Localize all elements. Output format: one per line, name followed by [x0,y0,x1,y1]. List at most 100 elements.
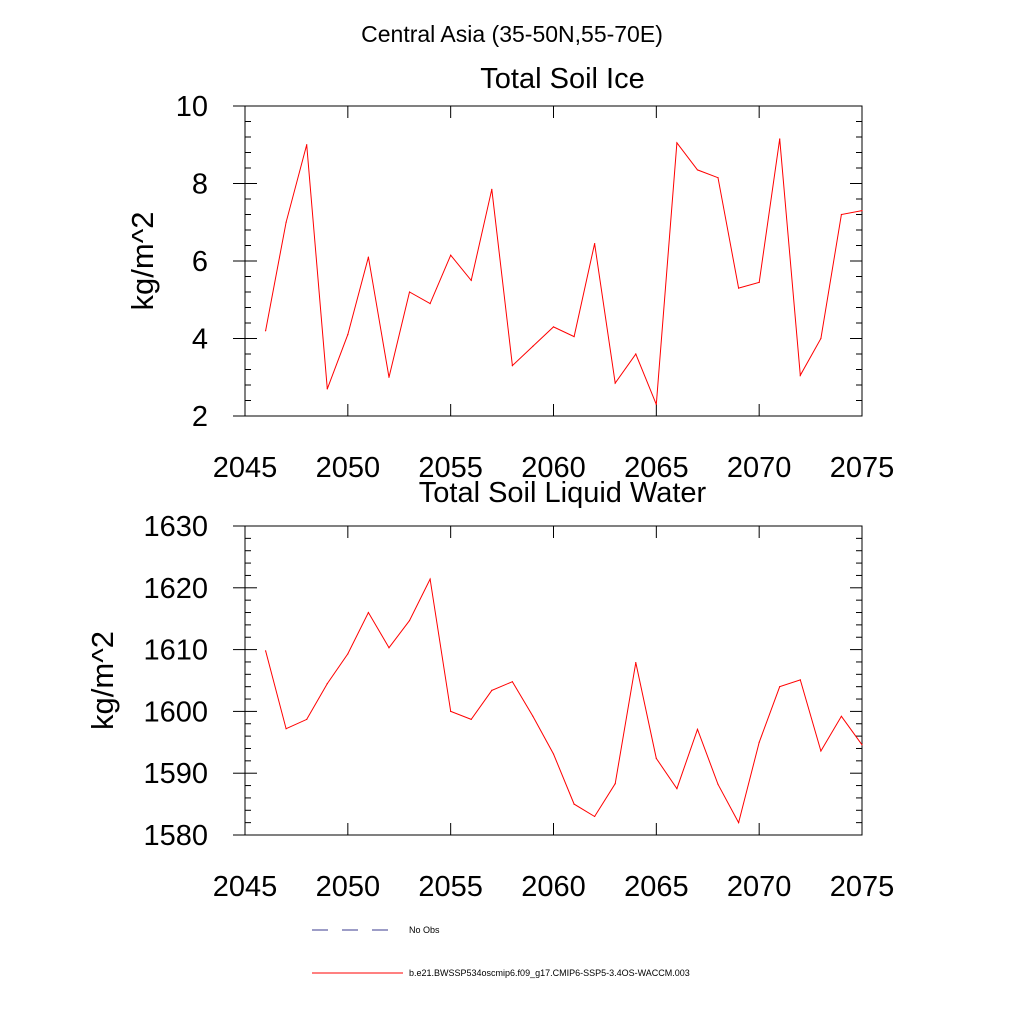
data-point [696,169,699,171]
data-point [840,715,843,717]
data-point [388,376,390,378]
data-point [614,382,616,384]
chart-panel-soil-liquid-water: Total Soil Liquid Water 2045 2050 2055 2060 2… [85,477,894,903]
data-point [429,303,431,305]
data-point [758,281,760,283]
data-point [594,242,596,245]
legend-label-no-obs: No Obs [409,925,440,935]
x-tick-label: 2045 [213,452,278,484]
data-point [450,710,452,713]
data-point [717,177,719,179]
data-point [532,715,534,717]
data-point [779,686,781,688]
data-point [861,210,863,212]
data-point [676,788,678,790]
y-tick-label: 8 [192,169,208,201]
x-tick-label: 2075 [830,871,895,903]
data-point [738,287,740,289]
data-point [388,647,390,649]
data-point [655,403,657,405]
x-tick-label: 2070 [727,452,792,484]
data-point [635,353,637,355]
data-point [347,334,349,336]
data-point [573,803,575,805]
data-point [326,388,328,390]
panel-title: Total Soil Liquid Water [419,477,707,509]
chart-panel-soil-ice: Total Soil Ice 2045 2050 2055 2060 2065 2070 20… [125,63,894,484]
data-point [470,279,472,281]
data-point [408,291,411,293]
data-point [779,138,781,140]
data-point [552,753,555,755]
data-point [347,653,349,655]
x-tick-label: 2055 [418,452,483,484]
plot-frame [244,525,863,836]
x-tick-label: 2055 [418,871,483,903]
data-point [635,661,637,664]
data-point [285,728,287,730]
x-tick-label: 2060 [521,452,586,484]
data-point [491,689,493,691]
data-point [367,611,369,614]
y-tick-label: 4 [192,324,208,356]
data-point [264,650,267,652]
y-tick-label: 1610 [143,635,208,667]
y-tick-label: 1590 [143,758,208,790]
data-point [285,221,287,223]
data-point [511,365,513,367]
series-line [265,577,863,824]
data-point [408,619,411,622]
y-tick-label: 10 [176,91,208,123]
panel-title: Total Soil Ice [480,63,644,95]
figure-title: Central Asia (35-50N,55-70E) [361,21,663,47]
data-point [799,679,801,681]
data-point [264,330,267,332]
y-tick-label: 6 [192,246,208,278]
plot-frame [244,105,863,417]
data-point [594,815,596,818]
data-point [511,681,513,683]
y-tick-label: 1630 [143,511,208,543]
x-tick-label: 2045 [213,871,278,903]
data-point [758,741,760,743]
data-point [799,374,801,376]
data-point [326,682,328,685]
series-line [265,138,863,405]
x-tick-label: 2075 [830,452,895,484]
x-tick-label: 2065 [624,871,689,903]
data-point [306,144,308,146]
data-point [470,718,472,721]
data-point [306,718,308,721]
x-tick-label: 2050 [316,871,381,903]
data-point [861,744,863,746]
data-point [738,822,740,824]
data-point [552,326,555,328]
legend-label-model-run: b.e21.BWSSP534oscmip6.f09_g17.CMIP6-SSP5… [409,968,690,978]
data-point [429,578,431,580]
x-tick-label: 2065 [624,452,689,484]
legend: No Obs b.e21.BWSSP534oscmip6.f09_g17.CMI… [312,925,690,978]
y-axis-label: kg/m^2 [125,212,160,311]
data-point [573,335,575,338]
data-point [717,783,719,785]
data-point [491,188,493,190]
data-point [820,337,822,340]
y-tick-label: 1620 [143,573,208,605]
data-point [696,728,699,730]
y-tick-label: 2 [192,401,208,433]
y-tick-label: 1580 [143,820,208,852]
x-tick-label: 2050 [316,452,381,484]
x-tick-label: 2070 [727,871,792,903]
y-tick-label: 1600 [143,696,208,728]
data-point [532,345,534,347]
data-point [367,256,369,258]
y-axis-label: kg/m^2 [85,631,120,730]
data-point [450,254,452,256]
data-point [655,757,657,759]
data-point [840,213,843,216]
data-point [676,142,678,144]
x-tick-label: 2060 [521,871,586,903]
data-point [820,750,822,752]
data-point [614,783,616,785]
